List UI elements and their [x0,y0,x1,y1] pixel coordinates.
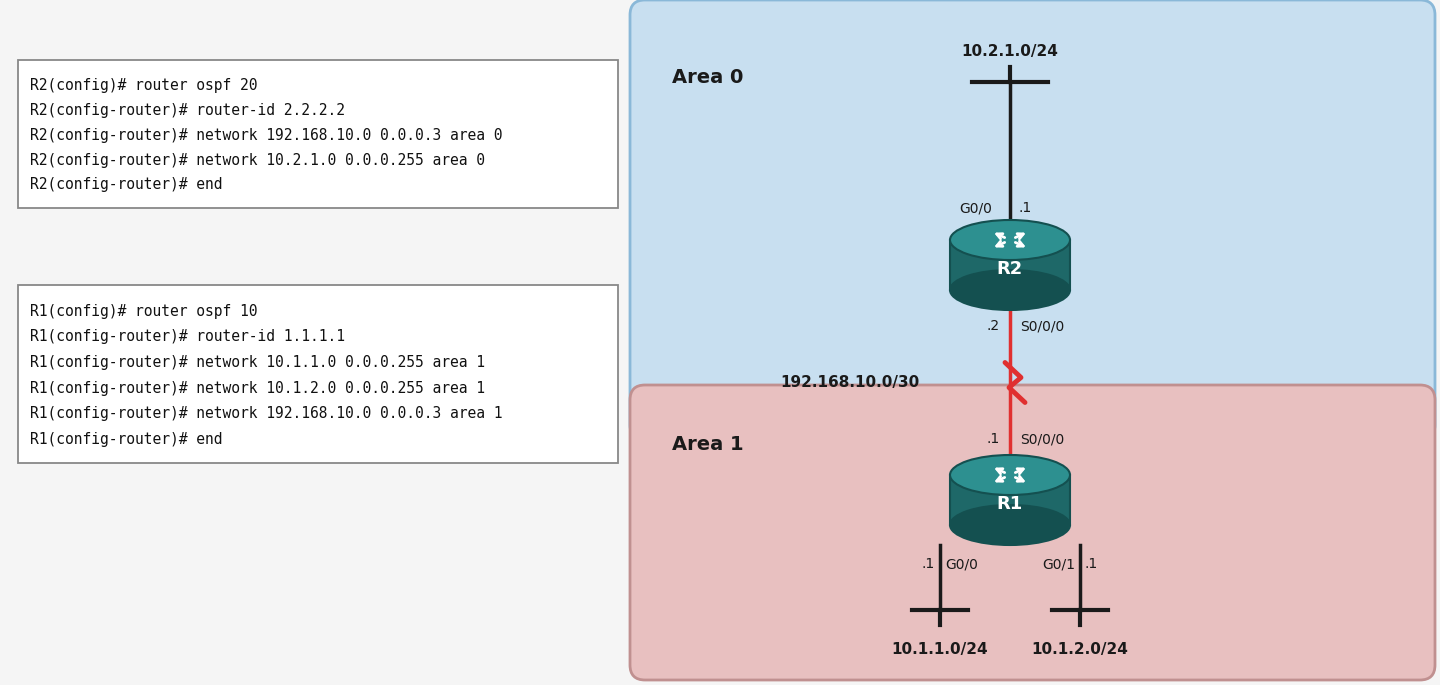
Polygon shape [950,475,1070,525]
Ellipse shape [950,505,1070,545]
Text: R2(config-router)# network 192.168.10.0 0.0.0.3 area 0: R2(config-router)# network 192.168.10.0 … [30,127,503,142]
Text: 10.2.1.0/24: 10.2.1.0/24 [962,44,1058,59]
FancyBboxPatch shape [17,60,618,208]
FancyBboxPatch shape [631,0,1436,440]
Text: R1(config-router)# end: R1(config-router)# end [30,432,223,447]
Text: R1: R1 [996,495,1024,513]
Ellipse shape [950,455,1070,495]
Text: R2(config-router)# end: R2(config-router)# end [30,177,223,192]
Text: .1: .1 [986,432,999,446]
FancyBboxPatch shape [17,285,618,463]
Text: R1(config)# router ospf 10: R1(config)# router ospf 10 [30,303,258,319]
Text: .1: .1 [1018,201,1031,215]
Text: R2(config)# router ospf 20: R2(config)# router ospf 20 [30,78,258,93]
Text: R2(config-router)# router-id 2.2.2.2: R2(config-router)# router-id 2.2.2.2 [30,103,346,118]
Text: 10.1.2.0/24: 10.1.2.0/24 [1031,642,1129,657]
Text: R1(config-router)# router-id 1.1.1.1: R1(config-router)# router-id 1.1.1.1 [30,329,346,345]
Text: R2(config-router)# network 10.2.1.0 0.0.0.255 area 0: R2(config-router)# network 10.2.1.0 0.0.… [30,153,485,168]
FancyBboxPatch shape [631,385,1436,680]
Text: R1(config-router)# network 192.168.10.0 0.0.0.3 area 1: R1(config-router)# network 192.168.10.0 … [30,406,503,421]
Text: Area 0: Area 0 [672,68,743,87]
Ellipse shape [950,220,1070,260]
Text: G0/0: G0/0 [945,557,978,571]
Text: R1(config-router)# network 10.1.2.0 0.0.0.255 area 1: R1(config-router)# network 10.1.2.0 0.0.… [30,381,485,396]
Text: G0/0: G0/0 [959,201,992,215]
Text: .1: .1 [922,557,935,571]
Text: R2: R2 [996,260,1024,278]
Text: 192.168.10.0/30: 192.168.10.0/30 [780,375,919,390]
Text: .1: .1 [1084,557,1099,571]
Text: Area 1: Area 1 [672,435,743,454]
Text: R1(config-router)# network 10.1.1.0 0.0.0.255 area 1: R1(config-router)# network 10.1.1.0 0.0.… [30,355,485,370]
Text: 10.1.1.0/24: 10.1.1.0/24 [891,642,988,657]
Text: S0/0/0: S0/0/0 [1020,432,1064,446]
Ellipse shape [950,270,1070,310]
Text: .2: .2 [986,319,999,333]
Text: S0/0/0: S0/0/0 [1020,319,1064,333]
Text: G0/1: G0/1 [1043,557,1076,571]
Polygon shape [950,240,1070,290]
